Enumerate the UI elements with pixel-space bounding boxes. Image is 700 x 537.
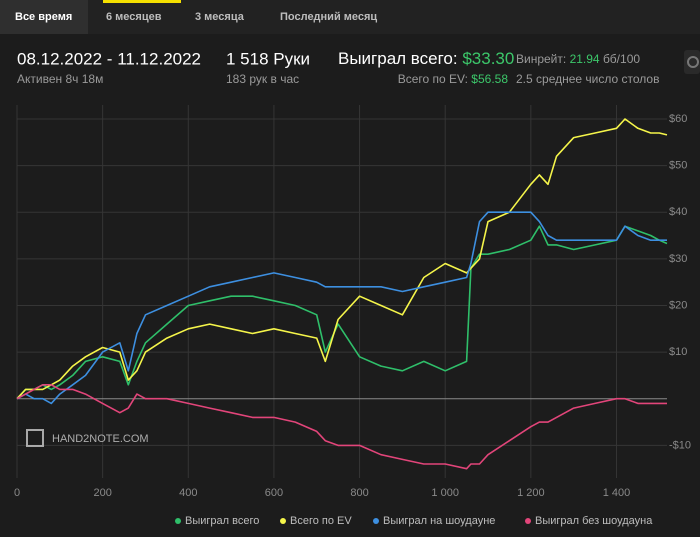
ev-label: Всего по EV: <box>398 72 468 86</box>
y-tick-label: $40 <box>669 206 687 218</box>
won-label: Выиграл всего: <box>338 49 458 68</box>
date-range: 08.12.2022 - 11.12.2022 <box>17 49 201 68</box>
won-value: $33.30 <box>462 49 514 68</box>
active-time: Активен 8ч 18м <box>17 72 103 86</box>
ev-total: Всего по EV: $56.58 <box>398 72 509 86</box>
watermark-logo <box>26 429 44 447</box>
y-tick-label: $10 <box>669 346 687 358</box>
series-line <box>16 211 667 405</box>
active-tab-bg <box>0 0 88 34</box>
x-tick-label: 1 000 <box>431 487 459 499</box>
series-line <box>16 384 667 470</box>
chart: $60 $50 $40 $30 $20 $10 -$10 0 200 400 600 800 1 000… <box>14 105 691 499</box>
legend-label: Выиграл без шоудауна <box>535 515 653 527</box>
tab[interactable]: Последний месяц <box>280 11 377 23</box>
x-tick-label: 800 <box>350 487 368 499</box>
series-line <box>16 118 668 400</box>
watermark: HAND2NOTE.COM <box>26 429 149 447</box>
tab-highlight <box>103 0 181 3</box>
legend-marker <box>175 518 181 524</box>
legend-label: Выиграл всего <box>185 515 259 527</box>
hands: 1 518 Руки <box>226 49 310 68</box>
legend-label: Выиграл на шоудауне <box>383 515 495 527</box>
tab[interactable]: Все время <box>15 11 72 23</box>
x-tick-label: 1 200 <box>517 487 545 499</box>
x-tick-label: 400 <box>179 487 197 499</box>
x-tick-label: 1 400 <box>603 487 631 499</box>
won-total: Выиграл всего: $33.30 <box>338 49 514 68</box>
winrate-unit: бб/100 <box>603 52 640 66</box>
y-tick-label: -$10 <box>669 439 691 451</box>
settings-button[interactable] <box>684 50 700 74</box>
x-tick-label: 200 <box>93 487 111 499</box>
tab-bar <box>0 0 700 34</box>
x-tick-label: 0 <box>14 487 20 499</box>
legend-marker <box>280 518 286 524</box>
winrate: Винрейт: 21.94 бб/100 <box>516 52 640 66</box>
winrate-label: Винрейт: <box>516 52 566 66</box>
y-tick-label: $50 <box>669 160 687 172</box>
tab[interactable]: 6 месяцев <box>106 11 162 23</box>
x-tick-label: 600 <box>265 487 283 499</box>
hands-per-hour: 183 рук в час <box>226 72 299 86</box>
legend-label: Всего по EV <box>290 515 352 527</box>
series-line <box>16 225 668 400</box>
legend-marker <box>525 518 531 524</box>
y-tick-label: $30 <box>669 253 687 265</box>
winrate-value: 21.94 <box>570 52 600 66</box>
y-tick-label: $20 <box>669 299 687 311</box>
ev-value: $56.58 <box>471 72 508 86</box>
legend-marker <box>373 518 379 524</box>
tab[interactable]: 3 месяца <box>195 11 245 23</box>
y-tick-label: $60 <box>669 113 687 125</box>
tables: 2.5 среднее число столов <box>516 72 659 86</box>
watermark-text: HAND2NOTE.COM <box>52 433 149 445</box>
settings-icon <box>687 56 699 68</box>
